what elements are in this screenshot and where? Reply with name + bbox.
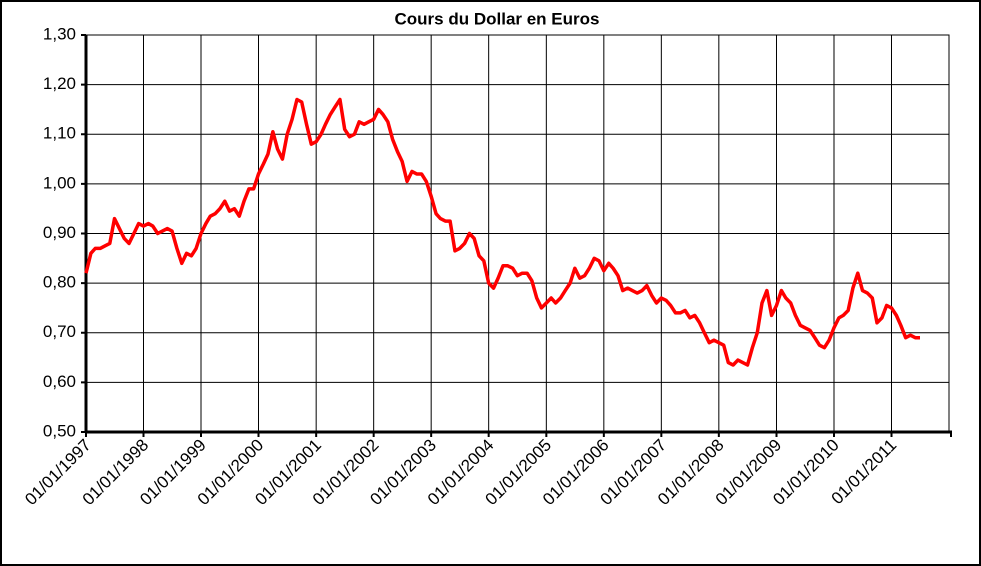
chart-title: Cours du Dollar en Euros [395,9,600,28]
data-line [84,97,921,367]
y-tick-label: 1,10 [43,124,76,143]
y-tick-label: 0,90 [43,223,76,242]
y-tick-label: 1,00 [43,173,76,192]
y-tick-label: 1,20 [43,74,76,93]
y-tick-label: 1,30 [43,24,76,43]
y-tick-label: 0,80 [43,273,76,292]
y-tick-label: 0,70 [43,322,76,341]
y-tick-label: 0,50 [43,421,76,440]
y-tick-label: 0,60 [43,372,76,391]
